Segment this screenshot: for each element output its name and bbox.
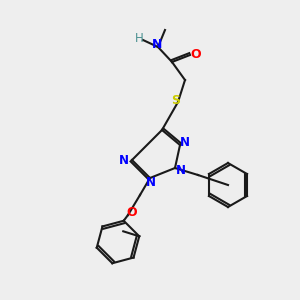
Text: N: N xyxy=(176,164,186,176)
Text: S: S xyxy=(172,94,181,106)
Text: N: N xyxy=(152,38,162,50)
Text: O: O xyxy=(191,49,201,62)
Text: N: N xyxy=(180,136,190,149)
Text: N: N xyxy=(119,154,129,166)
Text: N: N xyxy=(146,176,156,190)
Text: O: O xyxy=(127,206,137,220)
Text: H: H xyxy=(135,32,143,46)
